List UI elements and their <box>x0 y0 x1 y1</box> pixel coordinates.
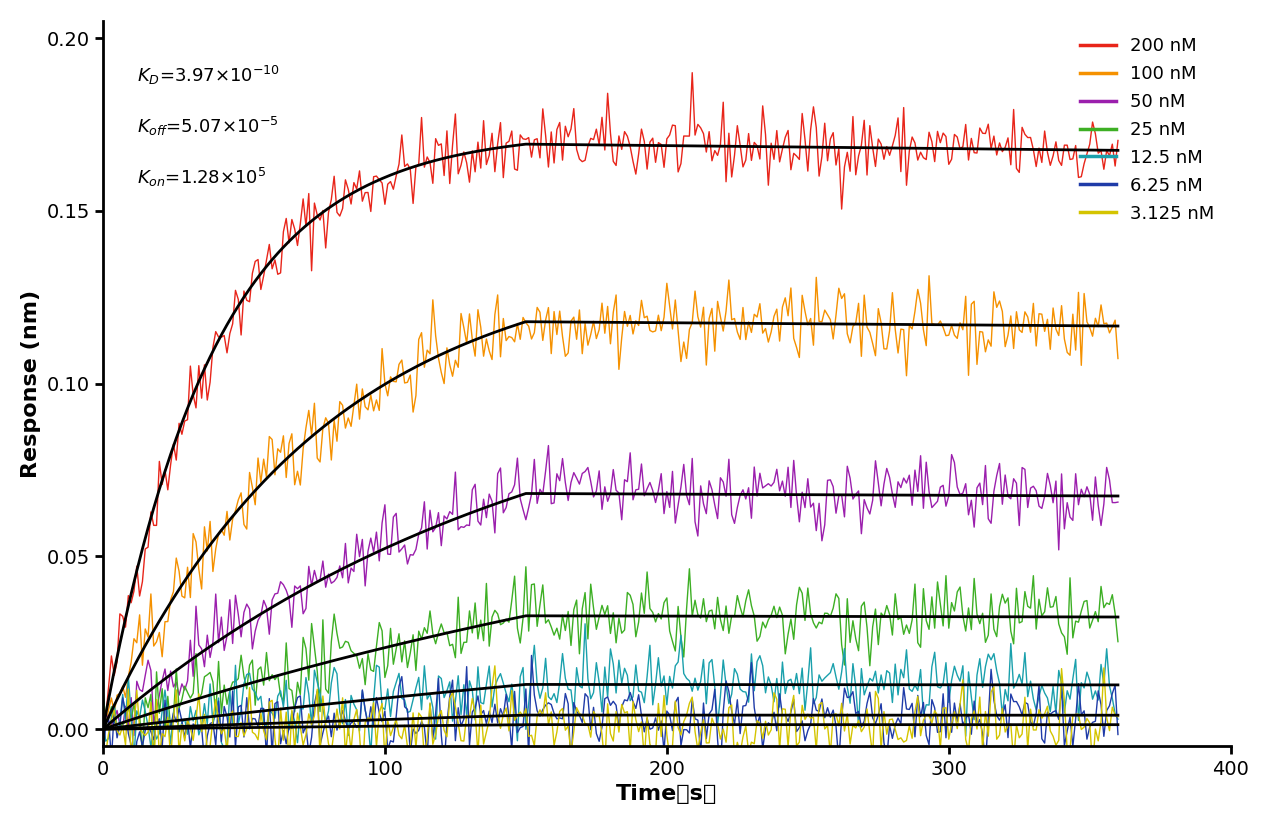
X-axis label: Time（s）: Time（s） <box>616 785 718 804</box>
Y-axis label: Response (nm): Response (nm) <box>20 290 41 478</box>
Text: $K_{off}$=5.07×10$^{-5}$: $K_{off}$=5.07×10$^{-5}$ <box>137 116 278 139</box>
Text: $K_D$=3.97×10$^{-10}$: $K_D$=3.97×10$^{-10}$ <box>137 64 279 87</box>
Legend: 200 nM, 100 nM, 50 nM, 25 nM, 12.5 nM, 6.25 nM, 3.125 nM: 200 nM, 100 nM, 50 nM, 25 nM, 12.5 nM, 6… <box>1072 30 1222 230</box>
Text: $K_{on}$=1.28×10$^{5}$: $K_{on}$=1.28×10$^{5}$ <box>137 166 265 189</box>
